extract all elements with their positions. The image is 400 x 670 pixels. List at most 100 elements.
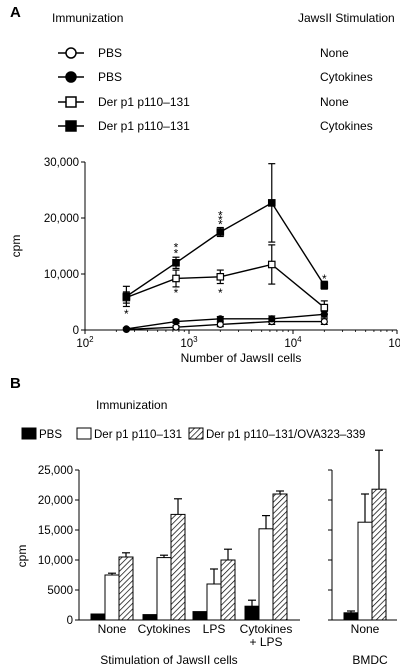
chart-b-bar <box>371 488 387 621</box>
chart-b-y-tick-label: 20,000 <box>38 495 73 507</box>
legend-a-row-4: Der p1 p110–131 Cytokines <box>58 119 373 133</box>
chart-b-bar <box>170 513 186 621</box>
legend-a-header-immunization: Immunization <box>52 11 123 25</box>
chart-b-bar <box>357 521 373 621</box>
chart-a-significance-label: * <box>174 247 179 261</box>
chart-a-point <box>172 274 180 283</box>
legend-a-row-2: PBS Cytokines <box>58 70 373 84</box>
filled-square-marker-icon <box>65 120 77 132</box>
panel-b-letter: B <box>10 375 21 392</box>
chart-a-point <box>216 315 224 323</box>
chart-a-point <box>320 281 329 290</box>
chart-a-significance-label: * <box>218 286 223 300</box>
chart-b-y-tick-label: 0 <box>67 615 73 627</box>
chart-b-category-label: Cytokines <box>240 622 293 636</box>
chart-b-bar <box>118 556 134 621</box>
legend-b-item-derp1: Der p1 p110–131 <box>76 427 182 441</box>
chart-b-bar <box>244 605 260 621</box>
chart-b-bar <box>206 583 222 621</box>
legend-a-stimulation-2: Cytokines <box>320 70 373 84</box>
chart-a-y-tick-label: 0 <box>73 325 79 337</box>
legend-a-stimulation-1: None <box>320 46 349 60</box>
chart-a-y-tick-label: 20,000 <box>44 213 79 225</box>
chart-a-significance-label: * <box>218 213 223 227</box>
chart-b-category-label: Cytokines <box>138 622 191 636</box>
chart-a-xlabel: Number of JawsII cells <box>181 351 302 365</box>
chart-a-series-line <box>126 263 325 309</box>
chart-a-point <box>122 292 131 301</box>
panel-a: A Immunization JawsII Stimulation PBS No… <box>9 4 400 365</box>
chart-a-point <box>267 199 276 207</box>
chart-a-point <box>216 273 225 281</box>
panel-a-letter: A <box>10 4 21 21</box>
chart-a-significance-label: * <box>218 209 223 223</box>
chart-a-ylabel: cpm <box>9 235 23 258</box>
chart-a-significance-label: * <box>174 286 179 300</box>
chart-a-significance-label: * <box>124 307 129 321</box>
panel-b: B Immunization PBS Der p1 p110–131 Der p… <box>10 375 397 667</box>
legend-b-item-pbs: PBS <box>21 427 62 441</box>
legend-b-swatch-hatched <box>188 427 204 440</box>
filled-circle-marker-icon <box>65 71 77 83</box>
legend-b-swatch-open <box>76 427 92 440</box>
chart-b-category-label: None <box>351 622 380 636</box>
legend-b-swatch-solid <box>21 427 37 440</box>
chart-b-y-tick-label: 5000 <box>47 585 73 597</box>
chart-a-series-line <box>126 320 325 331</box>
chart-b-bar <box>272 493 288 621</box>
chart-b-category-label: LPS <box>203 622 226 636</box>
chart-b-y-tick-label: 25,000 <box>38 465 73 477</box>
legend-a-immunization-4: Der p1 p110–131 <box>98 119 190 133</box>
chart-a-point <box>172 318 180 326</box>
legend-a-stimulation-4: Cytokines <box>320 119 373 133</box>
chart-a-point <box>216 228 225 236</box>
chart-a-x-tick-label: 103 <box>180 335 198 350</box>
chart-b-bar <box>258 528 274 621</box>
chart-a-y-tick-label: 10,000 <box>44 269 79 281</box>
chart-a-point <box>267 260 276 269</box>
legend-a-immunization-1: PBS <box>98 46 122 60</box>
legend-b-label-derp1: Der p1 p110–131 <box>94 429 182 441</box>
chart-b-bar <box>192 611 208 621</box>
open-square-marker-icon <box>65 96 77 108</box>
chart-a-point <box>320 303 329 312</box>
legend-a-immunization-2: PBS <box>98 70 122 84</box>
chart-b-bar <box>156 557 172 621</box>
chart-b-y-tick-label: 15,000 <box>38 525 73 537</box>
legend-b-label-derp1-ova: Der p1 p110–131/OVA323–339 <box>206 429 365 441</box>
chart-a-x-tick-label: 104 <box>284 335 302 350</box>
chart-a-significance-label: * <box>218 218 223 232</box>
legend-a-header-stimulation: JawsII Stimulation <box>298 11 395 25</box>
chart-a-x-tick-label: 105 <box>388 335 400 350</box>
chart-b-bar <box>90 613 106 621</box>
chart-a-significance-label: * <box>174 241 179 255</box>
chart-b-group-title-bmdc: BMDC <box>352 653 388 667</box>
legend-a-stimulation-3: None <box>320 95 349 109</box>
chart-b-y-tick-label: 10,000 <box>38 555 73 567</box>
chart-b-category-label: None <box>98 622 127 636</box>
chart-a-x-tick-label: 102 <box>76 335 94 350</box>
chart-b-bar <box>142 614 158 621</box>
legend-b-title: Immunization <box>96 398 167 412</box>
chart-b-bar <box>104 574 120 621</box>
chart-a-point <box>122 325 130 333</box>
legend-a-row-1: PBS None <box>58 46 349 60</box>
chart-a-significance-label: * <box>322 272 327 286</box>
legend-b-label-pbs: PBS <box>39 429 62 441</box>
chart-b: 0 5000 10,000 15,000 20,000 25,000 None Cytokin… <box>38 449 397 649</box>
chart-b-ylabel: cpm <box>15 545 29 568</box>
chart-a-point <box>172 259 180 267</box>
legend-a-row-3: Der p1 p110–131 None <box>58 95 349 109</box>
chart-b-category-label: + LPS <box>249 635 282 649</box>
legend-b-item-derp1-ova: Der p1 p110–131/OVA323–339 <box>188 427 365 441</box>
chart-b-bar <box>343 612 359 621</box>
chart-a-point <box>320 318 328 326</box>
chart-b-group-title-jaws: Stimulation of JawsII cells <box>100 653 237 667</box>
legend-a-immunization-3: Der p1 p110–131 <box>98 95 190 109</box>
chart-a-y-tick-label: 30,000 <box>44 157 79 169</box>
open-circle-marker-icon <box>65 47 77 59</box>
chart-a-point <box>268 315 276 323</box>
chart-b-bar <box>220 559 236 621</box>
